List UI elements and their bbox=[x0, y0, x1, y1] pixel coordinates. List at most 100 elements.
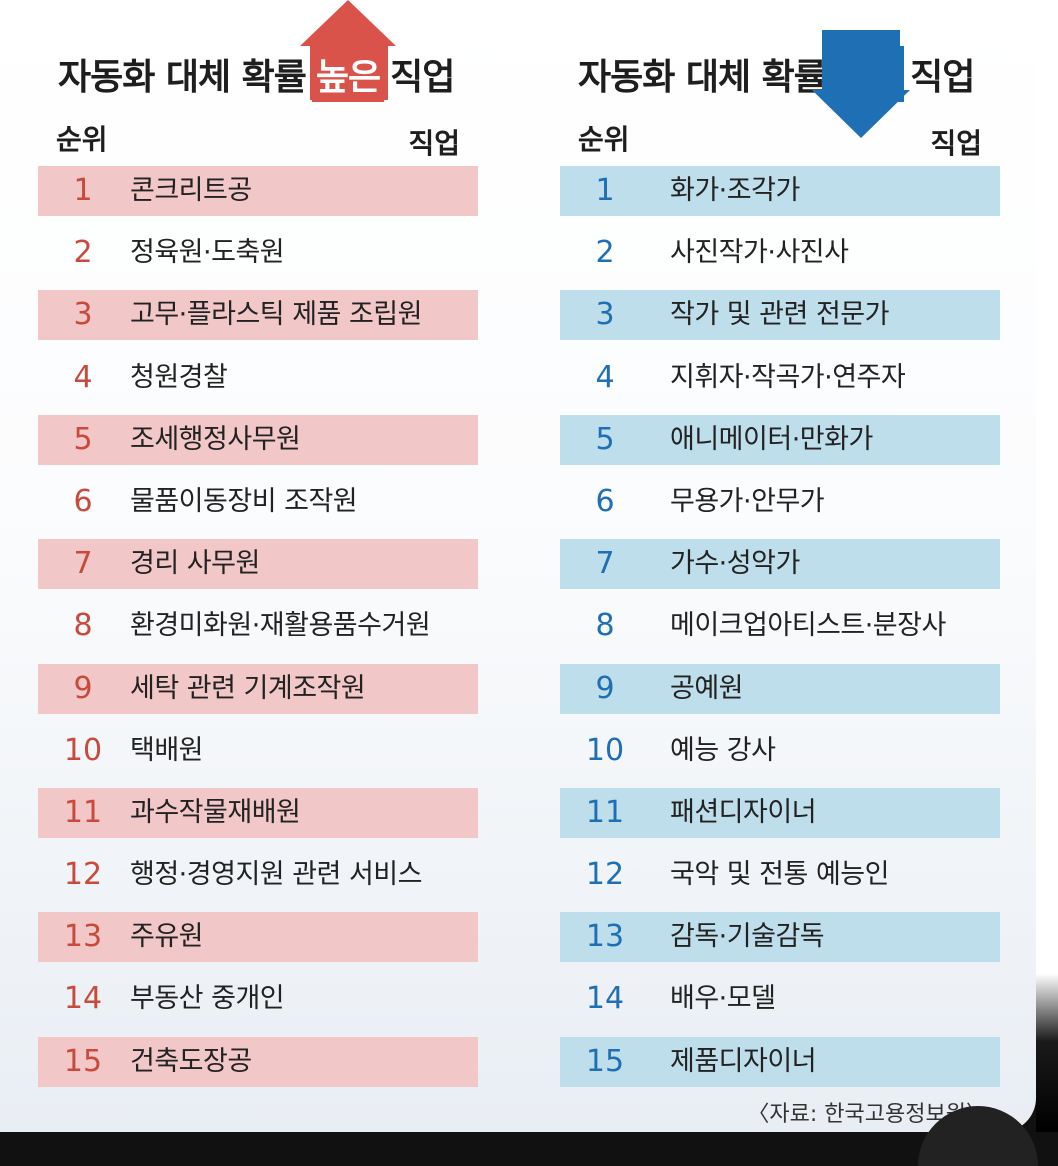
list-item: 3 작가 및 관련 전문가 bbox=[560, 290, 1000, 341]
column-header: 순위 직업 bbox=[560, 112, 1000, 160]
job-name: 주유원 bbox=[130, 921, 204, 953]
list-item: 14 부동산 중개인 bbox=[38, 974, 478, 1024]
list-item: 3 고무·플라스틱 제품 조립원 bbox=[38, 290, 478, 341]
title-prefix: 자동화 대체 확률 bbox=[58, 57, 307, 98]
title-prefix: 자동화 대체 확률 bbox=[578, 57, 827, 98]
job-name: 화가·조각가 bbox=[670, 175, 800, 206]
rank-number: 13 bbox=[63, 919, 103, 955]
rank-number: 15 bbox=[585, 1043, 625, 1079]
rank-header: 순위 bbox=[56, 123, 108, 156]
list-item: 14 배우·모델 bbox=[560, 974, 1000, 1024]
rank-number: 9 bbox=[595, 670, 615, 706]
rank-number: 4 bbox=[595, 359, 615, 395]
rank-number: 4 bbox=[73, 359, 93, 395]
rank-number: 14 bbox=[63, 981, 103, 1017]
list-item: 8 메이크업아티스트·분장사 bbox=[560, 601, 1000, 651]
job-name: 정육원·도축원 bbox=[130, 237, 285, 269]
arrow-down-icon bbox=[812, 90, 910, 138]
rank-number: 3 bbox=[595, 297, 615, 333]
job-name: 감독·기술감독 bbox=[670, 921, 825, 953]
job-name: 제품디자이너 bbox=[670, 1045, 817, 1077]
rank-number: 6 bbox=[595, 483, 615, 519]
rank-number: 11 bbox=[63, 794, 103, 830]
low-probability-list: 1 화가·조각가 2 사진작가·사진사 3 작가 및 관련 전문가 4 지휘자·작곡가·연주자… bbox=[560, 166, 1000, 1099]
rank-number: 8 bbox=[73, 608, 93, 644]
list-item: 2 사진작가·사진사 bbox=[560, 228, 1000, 278]
rank-number: 7 bbox=[73, 546, 93, 582]
job-header: 직업 bbox=[930, 127, 982, 160]
rank-number: 2 bbox=[73, 235, 93, 271]
rank-number: 3 bbox=[73, 297, 93, 333]
arrow-down-icon-stem bbox=[822, 30, 900, 92]
list-item: 13 주유원 bbox=[38, 912, 478, 963]
list-item: 7 가수·성악가 bbox=[560, 539, 1000, 590]
job-name: 청원경찰 bbox=[130, 361, 228, 393]
job-name: 공예원 bbox=[670, 672, 744, 704]
job-name: 사진작가·사진사 bbox=[670, 237, 849, 269]
list-item: 11 패션디자이너 bbox=[560, 787, 1000, 838]
job-name: 국악 및 전통 예능인 bbox=[670, 859, 889, 891]
infographic: 자동화 대체 확률 높은 직업 순위 직업 1 콘크리트공 2 정육원·도축원 3 고무·… bbox=[0, 0, 1036, 1132]
rank-number: 7 bbox=[595, 546, 615, 582]
job-name: 콘크리트공 bbox=[130, 175, 252, 206]
job-name: 배우·모델 bbox=[670, 983, 776, 1015]
rank-number: 10 bbox=[585, 732, 625, 768]
job-name: 무용가·안무가 bbox=[670, 485, 825, 517]
low-probability-title: 자동화 대체 확률 낮은 직업 bbox=[578, 46, 975, 102]
list-item: 10 예능 강사 bbox=[560, 726, 1000, 776]
list-item: 12 행정·경영지원 관련 서비스 bbox=[38, 850, 478, 900]
job-name: 세탁 관련 기계조작원 bbox=[130, 672, 366, 704]
list-item: 4 지휘자·작곡가·연주자 bbox=[560, 353, 1000, 403]
list-item: 12 국악 및 전통 예능인 bbox=[560, 850, 1000, 900]
list-item: 4 청원경찰 bbox=[38, 353, 478, 403]
list-item: 9 세탁 관련 기계조작원 bbox=[38, 663, 478, 714]
job-header: 직업 bbox=[408, 127, 460, 160]
job-name: 경리 사무원 bbox=[130, 548, 260, 580]
rank-header: 순위 bbox=[578, 123, 630, 156]
rank-number: 6 bbox=[73, 483, 93, 519]
job-name: 애니메이터·만화가 bbox=[670, 423, 873, 455]
job-name: 작가 및 관련 전문가 bbox=[670, 299, 889, 331]
title-highlight-high: 높은 bbox=[311, 46, 385, 102]
rank-number: 5 bbox=[595, 421, 615, 457]
arrow-up-icon bbox=[300, 0, 396, 46]
job-name: 가수·성악가 bbox=[670, 548, 800, 580]
rank-number: 8 bbox=[595, 608, 615, 644]
job-name: 조세행정사무원 bbox=[130, 423, 301, 455]
list-item: 13 감독·기술감독 bbox=[560, 912, 1000, 963]
high-probability-list: 1 콘크리트공 2 정육원·도축원 3 고무·플라스틱 제품 조립원 4 청원경찰 5 조세행정사… bbox=[38, 166, 478, 1099]
rank-number: 11 bbox=[585, 794, 625, 830]
rank-number: 12 bbox=[63, 857, 103, 893]
list-item: 9 공예원 bbox=[560, 663, 1000, 714]
job-name: 고무·플라스틱 제품 조립원 bbox=[130, 299, 423, 331]
rank-number: 1 bbox=[595, 173, 615, 208]
rank-number: 9 bbox=[73, 670, 93, 706]
job-name: 부동산 중개인 bbox=[130, 983, 285, 1015]
job-name: 물품이동장비 조작원 bbox=[130, 485, 358, 517]
title-suffix: 직업 bbox=[910, 57, 975, 98]
rank-number: 10 bbox=[63, 732, 103, 768]
job-name: 환경미화원·재활용품수거원 bbox=[130, 610, 431, 642]
list-item: 15 건축도장공 bbox=[38, 1036, 478, 1087]
job-name: 메이크업아티스트·분장사 bbox=[670, 610, 946, 642]
rank-number: 2 bbox=[595, 235, 615, 271]
high-probability-title: 자동화 대체 확률 높은 직업 bbox=[58, 46, 455, 102]
rank-number: 1 bbox=[73, 173, 93, 208]
list-item: 5 조세행정사무원 bbox=[38, 414, 478, 465]
list-item: 1 화가·조각가 bbox=[560, 166, 1000, 216]
list-item: 15 제품디자이너 bbox=[560, 1036, 1000, 1087]
title-suffix: 직업 bbox=[390, 57, 455, 98]
list-item: 6 무용가·안무가 bbox=[560, 477, 1000, 527]
job-name: 지휘자·작곡가·연주자 bbox=[670, 361, 906, 393]
list-item: 1 콘크리트공 bbox=[38, 166, 478, 216]
list-item: 8 환경미화원·재활용품수거원 bbox=[38, 601, 478, 651]
column-header: 순위 직업 bbox=[38, 112, 478, 160]
rank-number: 13 bbox=[585, 919, 625, 955]
job-name: 행정·경영지원 관련 서비스 bbox=[130, 859, 423, 891]
job-name: 패션디자이너 bbox=[670, 796, 817, 828]
rank-number: 12 bbox=[585, 857, 625, 893]
list-item: 11 과수작물재배원 bbox=[38, 787, 478, 838]
job-name: 택배원 bbox=[130, 734, 204, 766]
rank-number: 15 bbox=[63, 1043, 103, 1079]
screen-edge bbox=[1036, 0, 1058, 1132]
